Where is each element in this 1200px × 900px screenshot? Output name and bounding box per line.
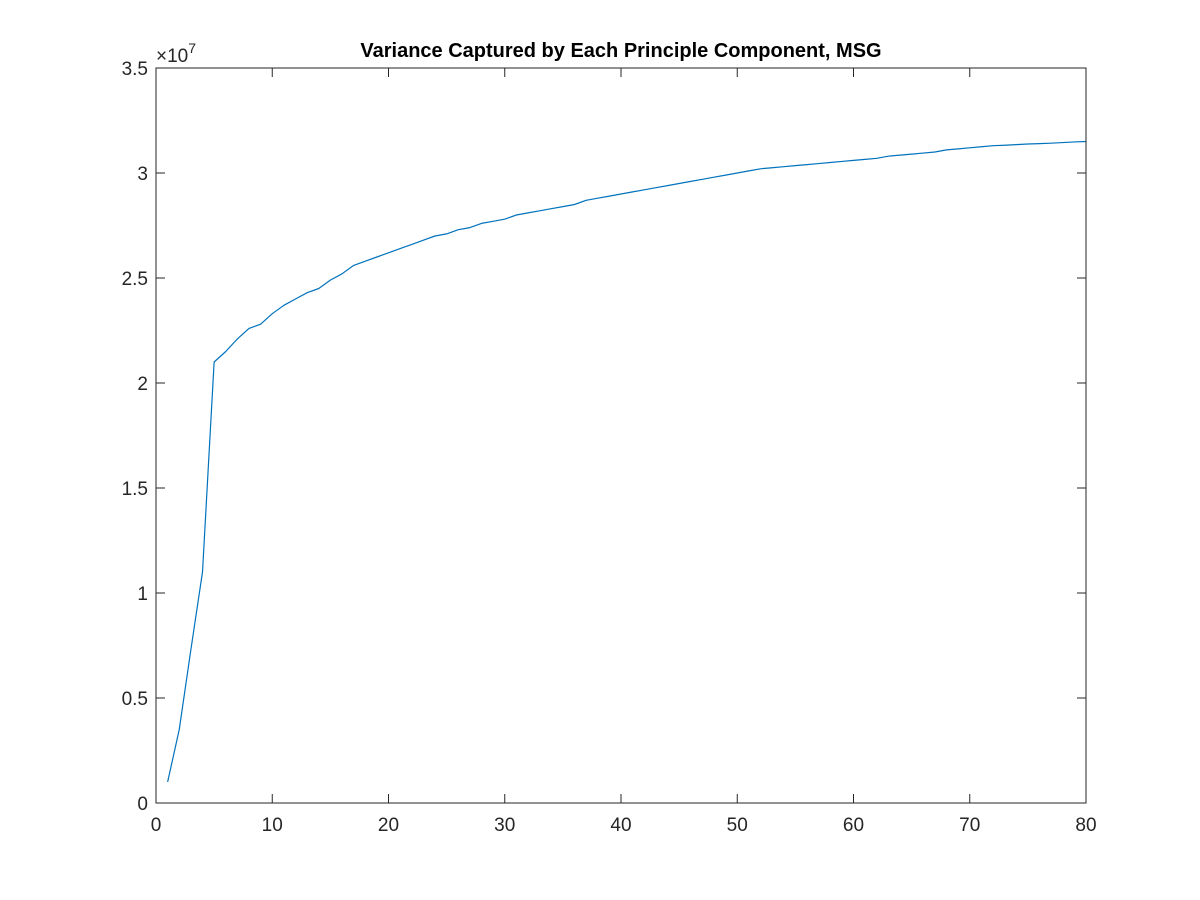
x-tick-label: 0 bbox=[151, 815, 162, 836]
y-tick-label: 0 bbox=[137, 794, 148, 815]
series-line bbox=[167, 140, 1087, 783]
tick-layer: 0 10 20 30 40 50 60 70 80 0 0.5 1 1.5 2 2.5 3 3.5 bbox=[122, 59, 1097, 836]
y-tick-label: 1.5 bbox=[122, 479, 148, 500]
axes-box bbox=[155, 67, 1087, 804]
y-exponent-power: 7 bbox=[188, 40, 196, 56]
y-tick-label: 1 bbox=[137, 584, 148, 605]
y-exponent-label: ×107 bbox=[156, 40, 196, 67]
chart-title: Variance Captured by Each Principle Comp… bbox=[360, 40, 881, 62]
x-tick-label: 10 bbox=[262, 815, 283, 836]
x-tick-label: 40 bbox=[610, 815, 631, 836]
y-tick-label: 3.5 bbox=[122, 59, 148, 80]
y-tick-label: 0.5 bbox=[122, 689, 148, 710]
x-tick-label: 30 bbox=[494, 815, 515, 836]
x-tick-label: 70 bbox=[959, 815, 980, 836]
y-tick-label: 2.5 bbox=[122, 269, 148, 290]
series-layer bbox=[167, 140, 1087, 783]
y-tick-label: 2 bbox=[137, 374, 148, 395]
x-tick-label: 50 bbox=[727, 815, 748, 836]
y-tick-label: 3 bbox=[137, 164, 148, 185]
y-exponent-base: ×10 bbox=[156, 46, 188, 67]
x-tick-label: 80 bbox=[1075, 815, 1096, 836]
x-tick-label: 60 bbox=[843, 815, 864, 836]
x-tick-label: 20 bbox=[378, 815, 399, 836]
plot-area-background bbox=[156, 68, 1086, 803]
